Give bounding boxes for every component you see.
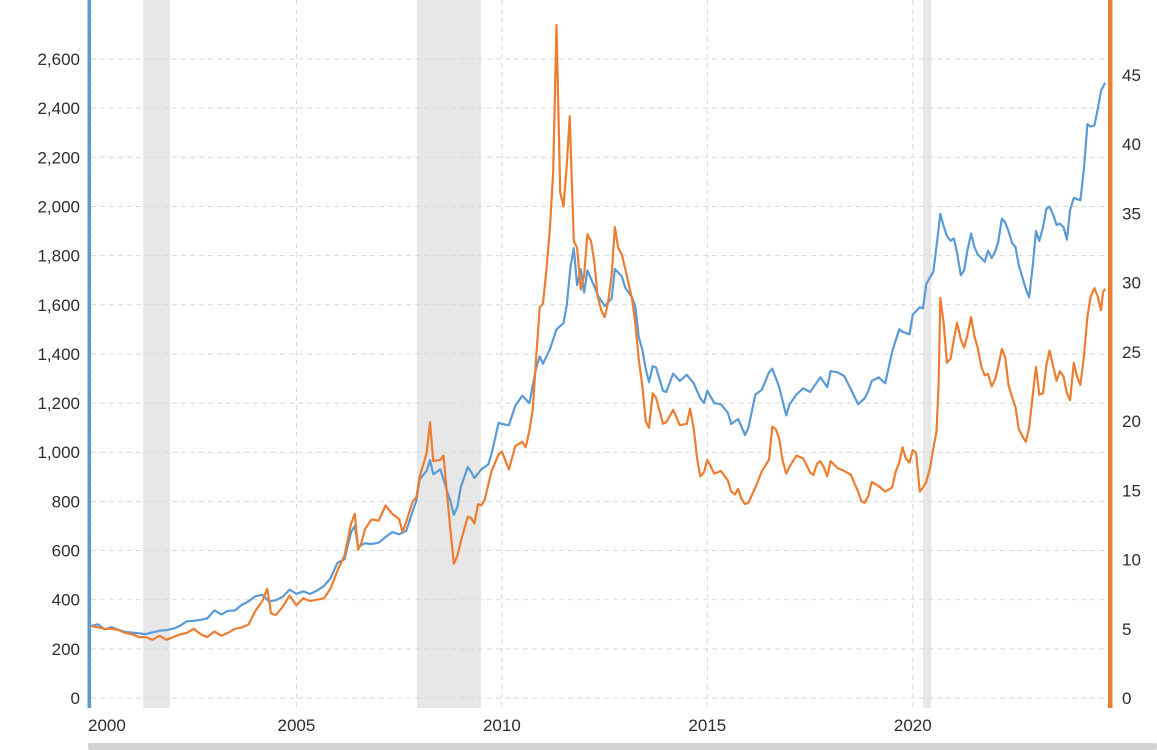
series-line-left <box>89 82 1106 636</box>
right-axis-tick-label: 20 <box>1122 412 1141 431</box>
left-y-axis-line <box>87 0 91 708</box>
x-axis-tick-label: 2020 <box>894 716 932 735</box>
time-range-scrollbar-track[interactable] <box>88 743 1157 750</box>
left-axis-tick-label: 1,800 <box>37 247 80 266</box>
right-axis-tick-label: 0 <box>1122 689 1131 708</box>
right-axis-tick-label: 5 <box>1122 620 1131 639</box>
left-axis-tick-label: 2,600 <box>37 50 80 69</box>
right-axis-tick-label: 35 <box>1122 204 1141 223</box>
left-axis-tick-label: 2,000 <box>37 197 80 216</box>
left-axis-tick-label: 200 <box>52 640 80 659</box>
right-axis-tick-label: 10 <box>1122 551 1141 570</box>
x-axis-tick-label: 2000 <box>88 716 126 735</box>
left-axis-tick-label: 1,400 <box>37 345 80 364</box>
left-axis-tick-label: 0 <box>71 689 80 708</box>
series-line-right <box>89 23 1106 641</box>
left-axis-tick-label: 800 <box>52 492 80 511</box>
x-axis-tick-label: 2010 <box>483 716 521 735</box>
left-axis-tick-label: 1,200 <box>37 394 80 413</box>
right-axis-tick-label: 15 <box>1122 481 1141 500</box>
time-range-scrollbar-handle[interactable] <box>88 743 1157 750</box>
right-axis-tick-label: 45 <box>1122 66 1141 85</box>
left-axis-tick-label: 600 <box>52 542 80 561</box>
left-axis-tick-label: 1,000 <box>37 443 80 462</box>
right-axis-tick-label: 25 <box>1122 343 1141 362</box>
recession-band <box>923 0 932 708</box>
right-y-axis-line <box>1108 0 1113 708</box>
left-axis-tick-label: 1,600 <box>37 296 80 315</box>
left-axis-tick-label: 2,200 <box>37 148 80 167</box>
left-axis-tick-label: 2,400 <box>37 99 80 118</box>
left-axis-tick-label: 400 <box>52 591 80 610</box>
x-axis-tick-label: 2005 <box>278 716 316 735</box>
right-axis-tick-label: 30 <box>1122 274 1141 293</box>
right-axis-tick-label: 40 <box>1122 135 1141 154</box>
x-axis-tick-label: 2015 <box>688 716 726 735</box>
